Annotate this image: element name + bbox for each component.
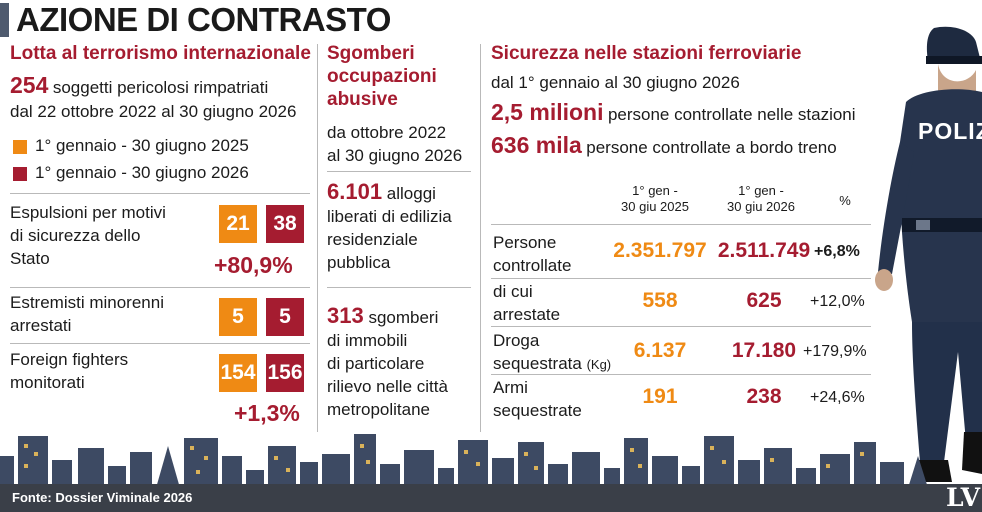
col2-title: Sgomberi occupazioni abusive <box>327 43 437 110</box>
table-row-3-pct: +179,9% <box>803 343 867 360</box>
column-divider-2 <box>480 44 481 432</box>
col1-divider-1 <box>10 193 310 194</box>
col1-divider-2 <box>10 287 310 288</box>
table-divider-1 <box>491 278 871 279</box>
table-row-label-2: di cui arrestate <box>493 282 561 324</box>
foreign-2025-value: 154 <box>219 354 257 392</box>
col3-stat1: 2,5 milioni persone controllate nelle st… <box>491 99 856 125</box>
table-header-2026: 1° gen - 30 giu 2026 <box>727 183 795 214</box>
table-row-1-pct: +6,8% <box>814 243 860 260</box>
table-divider-2 <box>491 326 871 327</box>
legend-swatch-2026 <box>13 167 27 181</box>
col3-stat2: 636 mila persone controllate a bordo tre… <box>491 132 837 158</box>
col1-lead-text-1: soggetti pericolosi rimpatriati <box>52 78 269 97</box>
col3-title: Sicurezza nelle stazioni ferroviarie <box>491 43 802 64</box>
legend-label-2025: 1° gennaio - 30 giugno 2025 <box>35 136 249 155</box>
row-foreign-label: Foreign fighters monitorati <box>10 350 129 392</box>
page-title: AZIONE DI CONTRASTO <box>16 1 391 38</box>
table-divider-3 <box>491 374 871 375</box>
col2-period: da ottobre 2022 al 30 giugno 2026 <box>327 123 463 165</box>
table-row-4-2025: 191 <box>642 385 678 408</box>
table-header-2025: 1° gen - 30 giu 2025 <box>621 183 689 214</box>
officer-back-text: POLIZ <box>918 118 982 144</box>
table-row-1-2025: 2.351.797 <box>613 239 707 262</box>
col1-title: Lotta al terrorismo internazionale <box>10 43 311 64</box>
col1-lead: 254 soggetti pericolosi rimpatriati <box>10 72 315 99</box>
table-row-label-3: Droga sequestrata (Kg) <box>493 331 612 373</box>
espulsioni-2026-value: 38 <box>266 205 304 243</box>
legend-label-2026: 1° gennaio - 30 giugno 2026 <box>35 163 249 182</box>
table-row-label-4: Armi sequestrate <box>493 378 582 420</box>
col2-block1: 6.101 alloggi liberati di edilizia resid… <box>327 179 452 272</box>
col1-divider-3 <box>10 343 310 344</box>
legend-swatch-2025 <box>13 140 27 154</box>
col2-divider-2 <box>327 287 471 288</box>
row-estremisti-label: Estremisti minorenni arrestati <box>10 293 164 335</box>
lv-logo: LV <box>946 483 981 512</box>
row-espulsioni-label: Espulsioni per motivi di sicurezza dello… <box>10 203 166 268</box>
table-row-label-1: Persone controllate <box>493 233 572 275</box>
espulsioni-change: +80,9% <box>214 252 293 278</box>
table-row-1-2026: 2.511.749 <box>717 239 811 262</box>
table-row-2-2025: 558 <box>642 289 678 312</box>
col2-divider-1 <box>327 171 471 172</box>
espulsioni-2025-value: 21 <box>219 205 257 243</box>
col3-period: dal 1° gennaio al 30 giugno 2026 <box>491 73 740 92</box>
table-row-4-pct: +24,6% <box>810 389 865 406</box>
table-row-3-2025: 6.137 <box>633 339 687 362</box>
foreign-change: +1,3% <box>234 400 300 426</box>
col2-block2: 313 sgomberi di immobili di particolare … <box>327 303 448 419</box>
col1-lead-number: 254 <box>10 72 49 98</box>
table-header-pct: % <box>839 193 851 208</box>
footer-source: Fonte: Dossier Viminale 2026 <box>12 490 193 505</box>
estremisti-2025-value: 5 <box>219 298 257 336</box>
title-accent-bar <box>0 3 9 37</box>
table-row-2-pct: +12,0% <box>810 293 865 310</box>
foreign-2026-value: 156 <box>266 354 304 392</box>
city-skyline-illustration <box>0 434 928 488</box>
column-divider-1 <box>317 44 318 432</box>
footer-bar <box>0 484 982 512</box>
table-row-2-2026: 625 <box>746 289 782 312</box>
col1-lead-text-2: dal 22 ottobre 2022 al 30 giugno 2026 <box>10 102 297 121</box>
table-divider-0 <box>491 224 871 225</box>
table-row-4-2026: 238 <box>746 385 782 408</box>
police-officer-illustration <box>875 26 982 482</box>
estremisti-2026-value: 5 <box>266 298 304 336</box>
table-row-3-2026: 17.180 <box>731 339 797 362</box>
